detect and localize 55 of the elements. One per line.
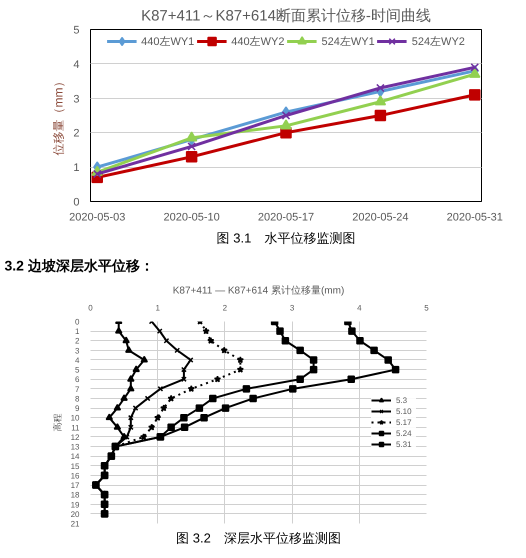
legend-label: 5.24 (396, 428, 413, 438)
y-axis-title: 高程 (52, 414, 63, 432)
x-tick-label: 2020-05-17 (258, 212, 314, 224)
y-tick-label: 13 (70, 442, 80, 452)
y-tick-label: 1 (73, 162, 80, 174)
legend-label: 5.10 (396, 406, 413, 416)
x-tick-label: 2020-05-24 (352, 212, 409, 224)
x-tick-label: 2020-05-03 (69, 212, 126, 224)
x-tick-label: 2020-05-10 (163, 212, 220, 224)
x-tick-label: 1 (155, 304, 160, 312)
chart-title: K87+411～K87+614断面累计位移-时间曲线 (141, 8, 431, 24)
legend-label: 440左WY2 (231, 34, 284, 48)
caption: 图 3.2 深层水平位移监测图 (176, 530, 341, 546)
y-tick-label: 7 (75, 384, 80, 394)
legend-label: 524左WY2 (412, 34, 465, 48)
y-tick-label: 15 (70, 462, 80, 471)
y-tick-label: 5 (75, 366, 80, 375)
y-tick-label: 11 (71, 423, 80, 432)
y-tick-label: 10 (70, 414, 80, 423)
y-tick-label: 18 (70, 490, 80, 500)
y-tick-label: 3 (73, 93, 80, 106)
y-tick-label: 16 (70, 471, 80, 480)
y-tick-label: 21 (70, 520, 80, 528)
y-tick-label: 0 (75, 318, 80, 326)
x-tick-label: 2 (222, 304, 228, 312)
x-tick-label: 2020-05-31 (446, 212, 503, 224)
legend-label: 440左WY1 (141, 34, 194, 48)
text: 3.2 边坡深层水平位移： (4, 258, 154, 274)
legend-label: 5.17 (396, 417, 413, 427)
y-axis-title: 位移量（mm） (51, 75, 66, 156)
y-tick-label: 5 (73, 24, 80, 36)
y-tick-label: 1 (75, 327, 80, 336)
caption: 图 3.1 水平位移监测图 (216, 230, 356, 246)
y-tick-label: 12 (70, 432, 80, 442)
legend-label: 5.31 (396, 439, 413, 449)
y-tick-label: 2 (73, 128, 80, 140)
legend-label: 524左WY1 (322, 34, 375, 48)
y-tick-label: 8 (75, 394, 80, 404)
y-tick-label: 4 (73, 58, 80, 71)
y-tick-label: 0 (73, 196, 80, 208)
y-tick-label: 4 (75, 356, 80, 365)
x-tick-label: 3 (290, 304, 295, 312)
legend-label: 5.3 (396, 395, 408, 405)
y-tick-label: 3 (75, 346, 80, 356)
x-tick-label: 5 (424, 304, 430, 312)
y-tick-label: 19 (70, 500, 80, 510)
y-tick-label: 14 (70, 452, 80, 462)
x-tick-label: 0 (88, 304, 94, 312)
y-tick-label: 6 (75, 375, 80, 384)
y-tick-label: 2 (75, 336, 80, 346)
y-tick-label: 9 (75, 404, 80, 414)
y-tick-label: 17 (70, 481, 80, 490)
y-tick-label: 20 (70, 510, 80, 519)
chart-title: K87+411 — K87+614 累计位移量(mm) (172, 284, 344, 296)
x-tick-label: 4 (357, 304, 362, 312)
